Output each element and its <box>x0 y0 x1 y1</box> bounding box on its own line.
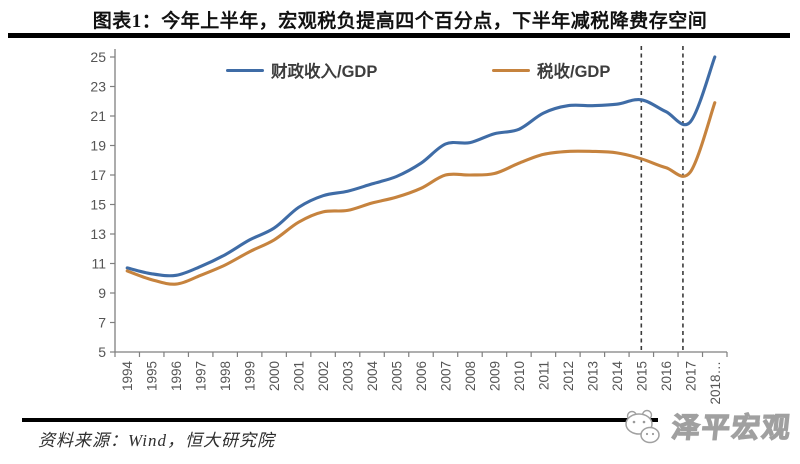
legend-label-fiscal: 财政收入/GDP <box>271 63 378 81</box>
x-tick-label: 1995 <box>145 361 160 391</box>
x-tick-label: 2014 <box>610 361 625 392</box>
series-line-tax-gdp <box>125 101 717 286</box>
figure-title: 图表1：今年上半年，宏观税负提高四个百分点，下半年减税降费存空间 <box>92 11 708 32</box>
x-tick-label: 1996 <box>169 361 184 391</box>
legend-line-swatch-fiscal <box>226 68 264 72</box>
x-tick-label: 2004 <box>365 361 380 392</box>
y-tick-label: 17 <box>90 167 106 183</box>
x-tick-label: 2013 <box>585 361 600 391</box>
title-underline-rule <box>8 33 790 38</box>
x-tick-label: 1998 <box>218 361 233 391</box>
x-tick-label: 2009 <box>487 361 502 391</box>
chart-legend: 财政收入/GDP 税收/GDP <box>0 58 800 82</box>
y-tick-label: 11 <box>91 256 106 272</box>
x-tick-label: 2006 <box>414 361 429 391</box>
y-tick-label: 7 <box>98 315 106 331</box>
y-tick-label: 15 <box>90 197 106 213</box>
y-tick-label: 23 <box>90 79 106 95</box>
x-tick-label: 2012 <box>561 361 576 391</box>
legend-line-swatch-tax <box>492 68 530 72</box>
legend-item-tax-gdp[interactable]: 税收/GDP <box>492 58 610 82</box>
y-tick-label: 25 <box>90 49 106 65</box>
footer-rule <box>22 418 658 422</box>
source-note: 资料来源：Wind，恒大研究院 <box>38 431 275 450</box>
x-tick-label: 2011 <box>536 361 551 390</box>
legend-label-tax: 税收/GDP <box>537 63 611 81</box>
x-tick-label: 1997 <box>194 361 209 391</box>
x-tick-label: 2003 <box>341 361 356 391</box>
watermark-text: 泽平宏观 <box>670 411 795 443</box>
x-tick-label: 2018… <box>708 361 723 405</box>
x-tick-label: 2016 <box>659 361 674 391</box>
x-tick-label: 2000 <box>267 361 282 391</box>
y-tick-label: 21 <box>90 108 106 124</box>
y-tick-label: 9 <box>98 285 106 301</box>
series-line-fiscal-revenue-gdp <box>125 55 717 278</box>
x-tick-label: 1999 <box>243 361 258 391</box>
x-tick-label: 2008 <box>463 361 478 391</box>
y-tick-label: 19 <box>90 138 106 154</box>
y-tick-label: 5 <box>98 344 106 360</box>
x-tick-label: 2001 <box>292 361 307 391</box>
y-tick-label: 13 <box>90 226 106 242</box>
x-tick-label: 2010 <box>512 361 527 391</box>
x-tick-label: 2015 <box>634 361 649 391</box>
mascot-icon <box>625 409 660 444</box>
x-tick-label: 2007 <box>438 361 453 391</box>
zeping-macro-watermark: 泽平宏观 <box>620 406 795 446</box>
x-tick-label: 1994 <box>120 361 135 392</box>
x-tick-label: 2017 <box>683 361 698 391</box>
legend-item-fiscal-revenue-gdp[interactable]: 财政收入/GDP <box>226 58 377 82</box>
x-tick-label: 2005 <box>390 361 405 391</box>
x-tick-label: 2002 <box>316 361 331 391</box>
